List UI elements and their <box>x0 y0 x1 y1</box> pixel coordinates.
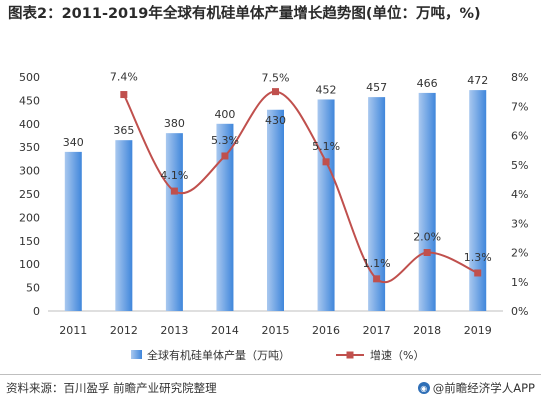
right-axis-tick-label: 8% <box>511 71 528 84</box>
combo-chart: 340 365 380 400 430 452 457 466 472 7.4% 4.1% 5.3% 7… <box>19 71 528 362</box>
growth-rate-point <box>120 91 128 99</box>
right-axis-tick-label: 2% <box>511 247 528 260</box>
bar-data-label: 340 <box>63 136 84 149</box>
growth-rate-label: 2.0% <box>413 231 441 244</box>
bar-data-label: 452 <box>316 83 337 96</box>
growth-rate-label: 7.5% <box>262 72 290 85</box>
right-axis-tick-label: 6% <box>511 130 528 143</box>
growth-rate-label: 7.4% <box>110 71 138 84</box>
left-axis-tick-label: 100 <box>19 258 40 271</box>
growth-rate-label: 5.1% <box>312 140 340 153</box>
x-axis-tick-label: 2013 <box>160 324 188 337</box>
footer-divider <box>0 374 541 375</box>
x-axis-tick-label: 2014 <box>211 324 239 337</box>
growth-rate-label: 1.3% <box>464 251 492 264</box>
right-axis-tick-label: 1% <box>511 276 528 289</box>
growth-rate-point <box>474 269 482 277</box>
bar-data-label: 430 <box>265 114 286 127</box>
source-note: 资料来源：百川盈孚 前瞻产业研究院整理 <box>6 381 217 395</box>
bar <box>368 97 386 312</box>
right-axis-tick-label: 5% <box>511 159 528 172</box>
left-axis-tick-label: 200 <box>19 211 40 224</box>
growth-rate-point <box>170 187 178 195</box>
x-axis-tick-label: 2015 <box>262 324 290 337</box>
legend-bar-label: 全球有机硅单体产量（万吨） <box>147 348 290 362</box>
growth-rate-point <box>423 249 431 256</box>
x-axis-tick-label: 2011 <box>59 324 87 337</box>
bar-data-label: 457 <box>366 81 387 94</box>
x-axis-tick-label: 2018 <box>413 324 441 337</box>
right-axis-tick-label: 7% <box>511 100 528 113</box>
brand-logo-icon: ◉ <box>417 382 430 394</box>
bar <box>64 151 82 311</box>
x-axis-tick-label: 2016 <box>312 324 340 337</box>
bar-data-label: 365 <box>113 124 134 137</box>
brand-text: @前瞻经济学人APP <box>432 381 535 395</box>
right-axis-tick-label: 3% <box>511 217 528 230</box>
bar <box>216 123 234 311</box>
legend-line-marker <box>346 351 354 359</box>
legend-line-label: 增速（%） <box>370 348 424 362</box>
x-axis-tick-label: 2012 <box>110 324 138 337</box>
growth-rate-point <box>373 275 381 283</box>
x-axis-tick-label: 2019 <box>464 324 492 337</box>
growth-rate-label: 5.3% <box>211 134 239 147</box>
bar <box>418 92 436 311</box>
left-axis-tick-label: 350 <box>19 141 40 154</box>
left-axis-tick-label: 50 <box>26 282 40 295</box>
x-axis-tick-label: 2017 <box>363 324 391 337</box>
bar <box>469 90 487 311</box>
bar-data-label: 400 <box>214 108 235 121</box>
growth-rate-point <box>272 88 279 96</box>
left-axis-tick-label: 400 <box>19 118 40 131</box>
left-axis-tick-label: 250 <box>19 188 40 201</box>
left-axis-tick-label: 150 <box>19 235 40 248</box>
bar <box>317 99 335 312</box>
right-axis-tick-label: 4% <box>511 188 528 201</box>
growth-rate-label: 4.1% <box>160 169 188 182</box>
chart-title: 图表2：2011-2019年全球有机硅单体产量增长趋势图(单位：万吨，%) <box>8 6 481 22</box>
left-axis-tick-label: 0 <box>33 305 40 318</box>
right-axis-tick-label: 0% <box>511 305 528 318</box>
bar <box>115 140 133 311</box>
bar-data-label: 380 <box>164 117 185 130</box>
growth-rate-point <box>221 152 229 160</box>
bar <box>165 133 183 311</box>
brand-credit: ◉ @前瞻经济学人APP <box>417 380 535 396</box>
left-axis-tick-label: 450 <box>19 94 40 107</box>
left-axis-tick-label: 500 <box>19 71 40 84</box>
bar-data-label: 466 <box>417 77 438 90</box>
growth-rate-point <box>322 158 330 166</box>
bar-data-label: 472 <box>467 74 488 87</box>
bar <box>267 109 284 311</box>
legend-bar-swatch <box>131 350 142 359</box>
growth-rate-label: 1.1% <box>363 257 391 270</box>
left-axis-tick-label: 300 <box>19 165 40 178</box>
